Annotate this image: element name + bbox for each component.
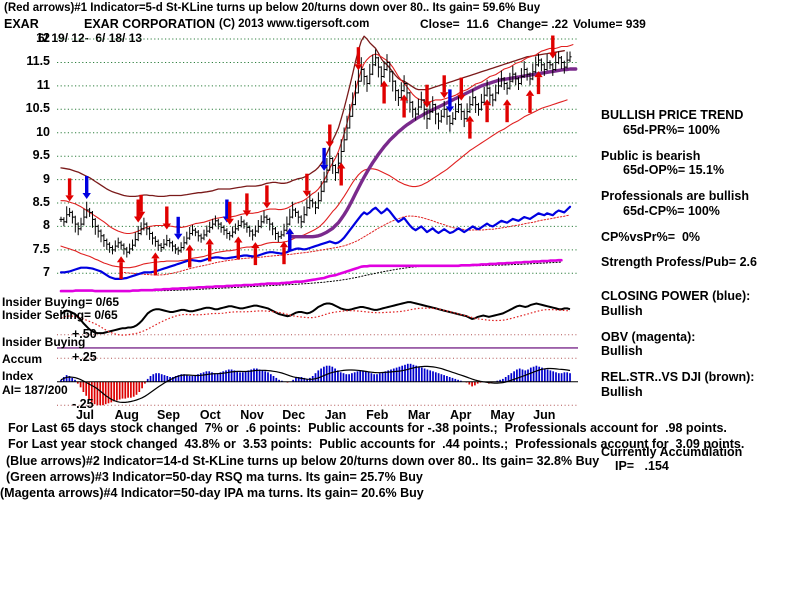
footer-year-summary: For Last year stock changed 43.8% or 3.5… <box>8 437 745 452</box>
professional-sentiment-value: 65d-CP%= 100% <box>623 203 720 218</box>
indicator-2-line: (Blue arrows)#2 Indicator=14-d St-KLine … <box>6 453 600 468</box>
date-range: 6/ 19/ 12- 6/ 18/ 13 <box>38 31 143 45</box>
copyright-notice: (C) 2013 www.tigersoft.com <box>219 18 370 30</box>
indicator-3-line: (Green arrows)#3 Indicator=50-day RSQ ma… <box>6 469 423 484</box>
rel-strength-block: REL.STR..VS DJI (brown): Bullish <box>601 370 799 400</box>
strength-ratio-block: Strength Profess/Pub= 2.6 <box>601 255 799 270</box>
month-label-aug: Aug <box>114 408 139 422</box>
cp-vs-pr-value: CP%vsPr%= 0% <box>601 229 701 244</box>
price-trend-block: BULLISH PRICE TREND 65d-PR%= 100% <box>601 108 799 138</box>
accum-tick-50: +.50 <box>72 326 97 341</box>
public-sentiment-block: Public is bearish 65d-OP%= 15.1% <box>601 149 799 179</box>
accumulation-ip-value: IP= .154 <box>615 459 669 474</box>
public-sentiment-title: Public is bearish <box>601 148 701 163</box>
month-label-nov: Nov <box>240 408 264 422</box>
accum-index-value: AI= 187/200 <box>2 383 68 397</box>
indicator-4-line: (Magenta arrows)#4 Indicator=50-day IPA … <box>0 486 424 500</box>
month-label-jan: Jan <box>324 408 347 422</box>
closing-power-block: CLOSING POWER (blue): Bullish <box>601 289 799 319</box>
y-axis-tick-11-5: 11.5 <box>26 54 50 69</box>
public-sentiment-value: 65d-OP%= 15.1% <box>623 163 725 178</box>
rel-strength-value: Bullish <box>601 384 643 399</box>
signal-arrows <box>65 35 557 280</box>
accum-tick-25: -.25 <box>72 397 94 412</box>
month-label-dec: Dec <box>282 408 306 422</box>
y-axis-tick-11: 11 <box>36 77 50 92</box>
volume-value: Volume= 939 <box>573 17 646 31</box>
indicator-1-headline: (Red arrows)#1 Indicator=5-d St-KLine tu… <box>4 2 541 14</box>
ticker-symbol: EXAR <box>4 17 39 31</box>
obv-value: Bullish <box>601 344 643 359</box>
chart-svg <box>57 35 578 406</box>
accum-tick-25: +.25 <box>72 350 97 365</box>
month-label-mar: Mar <box>407 408 431 422</box>
closing-power-title: CLOSING POWER (blue): <box>601 289 751 303</box>
strength-ratio-value: Strength Profess/Pub= 2.6 <box>601 255 757 270</box>
close-price: Close= 11.6 <box>420 17 490 31</box>
professional-sentiment-block: Professionals are bullish 65d-CP%= 100% <box>601 189 799 219</box>
price-trend-title: BULLISH PRICE TREND <box>601 108 744 122</box>
y-axis-tick-8: 8 <box>43 218 50 233</box>
accum-histogram <box>60 363 571 406</box>
rel-strength-title: REL.STR..VS DJI (brown): <box>601 370 755 384</box>
y-axis-tick-9-5: 9.5 <box>32 148 50 163</box>
price-change: Change= .22 <box>497 17 569 31</box>
price-chart-canvas[interactable] <box>57 30 578 410</box>
accumulation-status-title: Currently Accumulation <box>601 444 743 459</box>
y-axis-tick-12: 12 <box>36 31 50 46</box>
footer-summary: For Last 65 days stock changed 7% or .6 … <box>0 420 800 501</box>
analysis-panel: BULLISH PRICE TREND 65d-PR%= 100% Public… <box>601 108 799 485</box>
closing-power-value: Bullish <box>601 303 643 318</box>
y-axis-tick-10: 10 <box>36 124 50 139</box>
y-axis-tick-7: 7 <box>43 265 50 280</box>
month-label-jun: Jun <box>533 408 556 422</box>
professional-sentiment-title: Professionals are bullish <box>601 189 749 203</box>
cp-vs-pr-block: CP%vsPr%= 0% <box>601 230 799 245</box>
obv-block: OBV (magenta): Bullish <box>601 330 799 360</box>
price-bars <box>59 49 572 258</box>
y-axis-tick-7-5: 7.5 <box>32 241 50 256</box>
y-axis-tick-9: 9 <box>43 171 50 186</box>
company-name: EXAR CORPORATION <box>84 17 216 31</box>
month-label-feb: Feb <box>366 408 389 422</box>
month-label-sep: Sep <box>157 408 180 422</box>
accum-index-title-2: Accum <box>2 352 43 366</box>
insider-selling-label: Insider Selling= 0/65 <box>2 308 118 322</box>
y-axis-tick-10-5: 10.5 <box>25 101 50 116</box>
price-trend-value: 65d-PR%= 100% <box>623 122 720 137</box>
month-label-jul: Jul <box>75 408 95 422</box>
month-label-may: May <box>490 408 515 422</box>
month-label-oct: Oct <box>199 408 221 422</box>
month-label-apr: Apr <box>449 408 472 422</box>
obv-title: OBV (magenta): <box>601 329 696 344</box>
y-axis-tick-8-5: 8.5 <box>32 195 50 209</box>
accum-index-title-1: Insider Buying <box>2 335 86 349</box>
accumulation-status-block: Currently Accumulation IP= .154 <box>601 445 799 475</box>
insider-buying-label: Insider Buying= 0/65 <box>2 295 120 309</box>
footer-65day-summary: For Last 65 days stock changed 7% or .6 … <box>8 421 727 435</box>
accum-index-title-3: Index <box>2 369 34 383</box>
